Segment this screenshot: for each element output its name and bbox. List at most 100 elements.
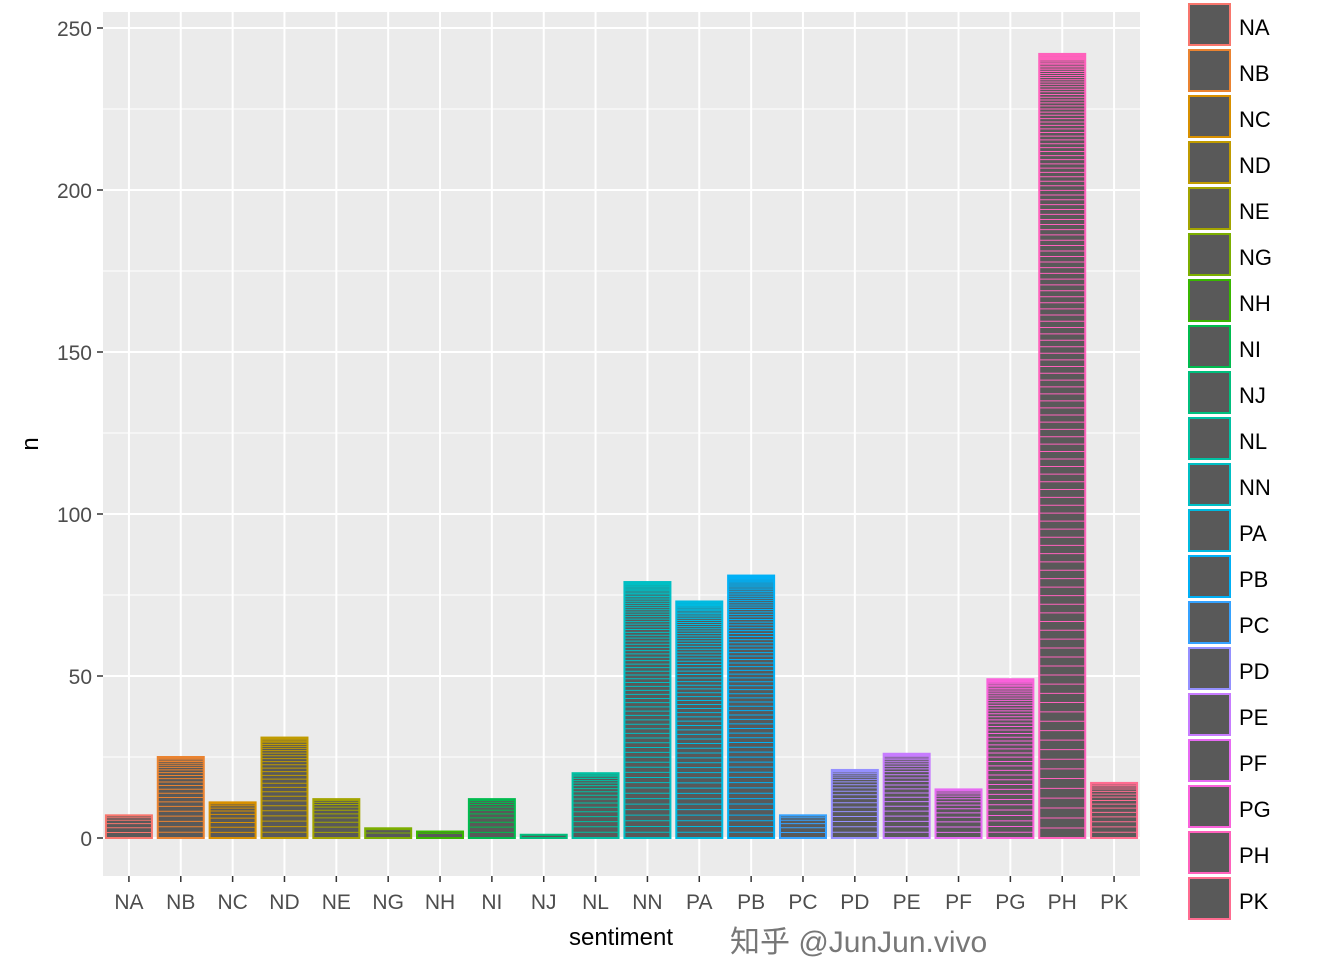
- bar-NH: [416, 830, 465, 840]
- plot-panel: [103, 12, 1140, 876]
- bar-PG: [986, 678, 1035, 839]
- x-tick-label: NL: [582, 891, 609, 914]
- legend-label: NE: [1239, 199, 1270, 224]
- bar-PF: [934, 788, 983, 840]
- legend-item-PK: PK: [1188, 877, 1269, 920]
- x-tick-label: NE: [322, 891, 351, 914]
- x-tick-label: PF: [945, 891, 972, 914]
- legend-item-NB: NB: [1188, 49, 1270, 92]
- legend-item-NH: NH: [1188, 279, 1271, 322]
- bar: [519, 833, 568, 840]
- x-tick-label: PD: [840, 891, 869, 914]
- bar: [1090, 781, 1139, 839]
- legend-key: [1188, 877, 1231, 920]
- bar: [623, 581, 672, 839]
- bar: [312, 798, 361, 839]
- bar-PE: [882, 752, 931, 840]
- legend-item-NE: NE: [1188, 187, 1270, 230]
- legend-label: NC: [1239, 107, 1271, 132]
- legend-key: [1188, 785, 1231, 828]
- legend-item-PB: PB: [1188, 555, 1268, 598]
- bar-PA: [675, 600, 724, 839]
- bar-PD: [830, 768, 879, 840]
- legend-key: [1188, 555, 1231, 598]
- legend-label: PB: [1239, 567, 1268, 592]
- bar-NN: [623, 581, 672, 839]
- x-tick-label: PB: [737, 891, 765, 914]
- legend-key: [1188, 371, 1231, 414]
- legend-item-PE: PE: [1188, 693, 1268, 736]
- legend-item-NG: NG: [1188, 233, 1272, 276]
- legend-label: PG: [1239, 797, 1271, 822]
- legend-label: NB: [1239, 61, 1270, 86]
- bar-PH: [1038, 52, 1087, 840]
- bar-NJ: [519, 833, 568, 840]
- bar-PC: [778, 814, 827, 840]
- legend-key: [1188, 417, 1231, 460]
- bar: [104, 814, 153, 840]
- legend-label: PH: [1239, 843, 1270, 868]
- legend-label: NA: [1239, 15, 1270, 40]
- legend-key: [1188, 509, 1231, 552]
- legend-item-NJ: NJ: [1188, 371, 1266, 414]
- watermark: 知乎 @JunJun.vivo: [730, 926, 987, 959]
- bar-NE: [312, 798, 361, 839]
- x-tick-label: PC: [788, 891, 817, 914]
- x-tick-label: NC: [217, 891, 247, 914]
- legend-key: [1188, 693, 1231, 736]
- legend-label: NG: [1239, 245, 1272, 270]
- x-tick-label: PG: [995, 891, 1025, 914]
- bar-NB: [156, 756, 205, 839]
- legend-item-PF: PF: [1188, 739, 1267, 782]
- bar: [934, 788, 983, 840]
- y-tick-label: 0: [80, 828, 92, 851]
- legend-item-NL: NL: [1188, 417, 1267, 460]
- legend-item-PA: PA: [1188, 509, 1267, 552]
- bar: [416, 830, 465, 840]
- legend-key: [1188, 49, 1231, 92]
- legend-key: [1188, 279, 1231, 322]
- y-tick-label: 150: [57, 342, 92, 365]
- bar-NC: [208, 801, 257, 839]
- y-tick-label: 50: [69, 666, 92, 689]
- y-tick-label: 250: [57, 18, 92, 41]
- y-axis-title: n: [17, 437, 44, 450]
- x-tick-label: NN: [632, 891, 662, 914]
- legend-label: NL: [1239, 429, 1267, 454]
- legend-key: [1188, 463, 1231, 506]
- legend-item-PG: PG: [1188, 785, 1271, 828]
- legend-item-NN: NN: [1188, 463, 1271, 506]
- legend-key: [1188, 141, 1231, 184]
- x-tick-label: PA: [686, 891, 712, 914]
- legend-key: [1188, 325, 1231, 368]
- legend-item-NI: NI: [1188, 325, 1261, 368]
- legend-item-PC: PC: [1188, 601, 1270, 644]
- legend-label: NH: [1239, 291, 1271, 316]
- legend-item-PD: PD: [1188, 647, 1270, 690]
- bar: [830, 768, 879, 840]
- legend-label: PE: [1239, 705, 1268, 730]
- legend-key: [1188, 3, 1231, 46]
- legend-key: [1188, 233, 1231, 276]
- bar: [675, 600, 724, 839]
- legend-key: [1188, 187, 1231, 230]
- legend-key: [1188, 831, 1231, 874]
- x-tick-label: NI: [481, 891, 502, 914]
- bar-PK: [1090, 781, 1139, 839]
- x-tick-label: PK: [1100, 891, 1128, 914]
- bar: [778, 814, 827, 840]
- bar-NA: [104, 814, 153, 840]
- legend-key: [1188, 647, 1231, 690]
- legend-label: PK: [1239, 889, 1269, 914]
- legend-label: PC: [1239, 613, 1270, 638]
- legend-label: PD: [1239, 659, 1270, 684]
- x-tick-label: NH: [425, 891, 455, 914]
- legend-item-PH: PH: [1188, 831, 1270, 874]
- legend-label: PF: [1239, 751, 1267, 776]
- x-tick-label: NB: [166, 891, 195, 914]
- legend-label: ND: [1239, 153, 1271, 178]
- y-tick-label: 100: [57, 504, 92, 527]
- x-axis-title: sentiment: [569, 924, 673, 951]
- legend-label: NJ: [1239, 383, 1266, 408]
